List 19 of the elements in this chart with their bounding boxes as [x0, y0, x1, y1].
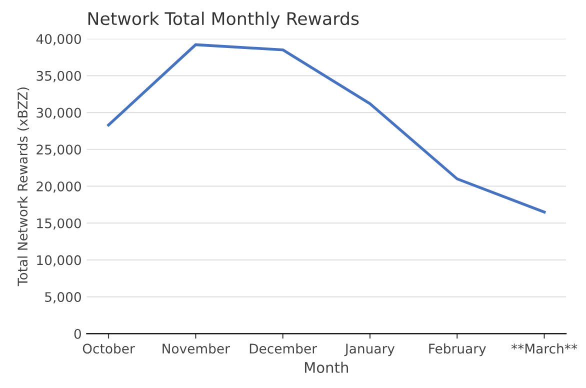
y-tick-label: 15,000	[37, 218, 81, 230]
x-tick-label: **March**	[511, 343, 578, 354]
y-tick-label: 5,000	[45, 292, 81, 304]
line-series	[107, 43, 546, 214]
y-tick-label: 10,000	[37, 255, 81, 267]
y-tick-label: 40,000	[36, 34, 81, 46]
x-axis-title: Month	[304, 362, 348, 374]
y-tick-label: 20,000	[36, 181, 81, 193]
x-tick-label: November	[162, 343, 230, 354]
y-axis-title: Total Network Rewards (xBZZ)	[17, 88, 30, 286]
x-tick-label: October	[82, 343, 135, 354]
x-tick-label: February	[429, 343, 486, 356]
chart-title: Network Total Monthly Rewards	[88, 12, 359, 29]
y-tick-label: 30,000	[36, 108, 81, 120]
x-tick-label: December	[250, 343, 318, 354]
y-tick-label: 25,000	[36, 144, 81, 156]
x-tick-label: January	[344, 344, 395, 356]
y-tick-label: 0	[74, 328, 81, 339]
y-tick-label: 35,000	[36, 70, 81, 82]
